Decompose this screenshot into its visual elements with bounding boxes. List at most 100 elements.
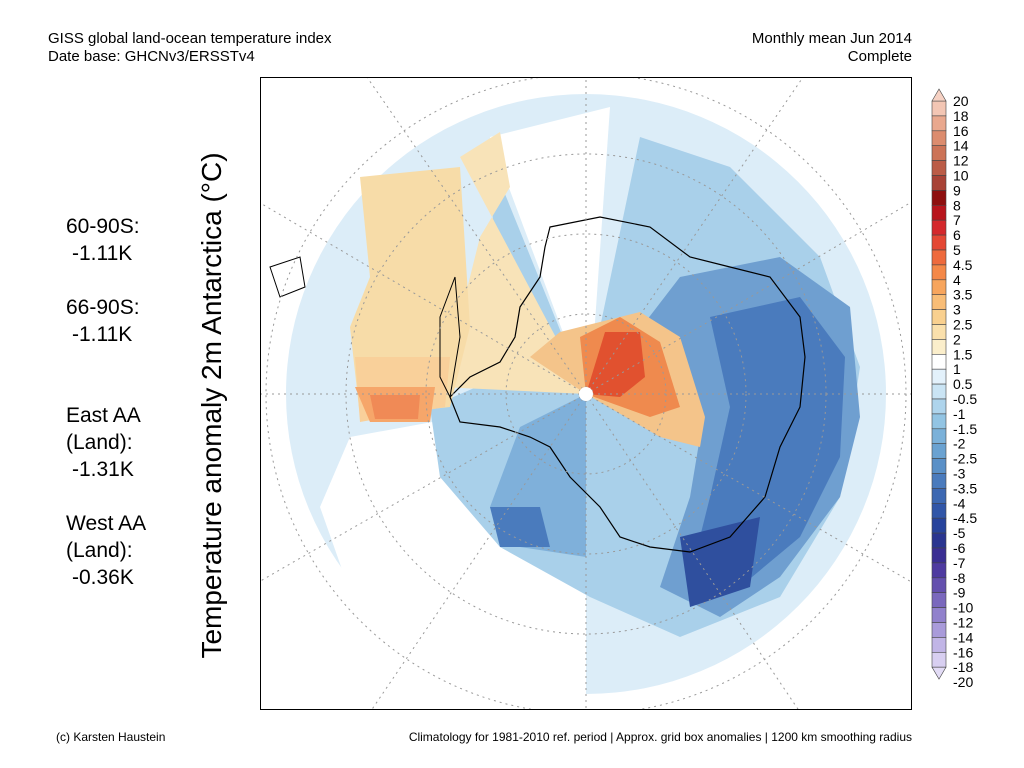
stat-value: -1.11K	[72, 242, 133, 265]
stat-region: 60-90S:	[66, 215, 140, 238]
stat-66-90s: 66-90S: -1.11K	[66, 294, 140, 348]
colorbar-label: 3	[953, 302, 961, 318]
colorbar-label: -7	[953, 555, 966, 571]
y-axis-label: Temperature anomaly 2m Antarctica (°C)	[196, 152, 227, 659]
colorbar-label: -0.5	[953, 391, 977, 407]
colorbar-label: 12	[953, 153, 969, 169]
south-pole-marker	[579, 387, 593, 401]
colorbar-label: -10	[953, 600, 973, 616]
colorbar-label: 16	[953, 123, 969, 139]
colorbar-swatch	[931, 145, 947, 161]
colorbar-swatch	[931, 264, 947, 281]
stat-60-90s: 60-90S: -1.11K	[66, 213, 140, 267]
colorbar-swatch	[931, 607, 947, 623]
warm-anomaly-core	[370, 395, 420, 419]
cold-anomaly-east	[690, 297, 845, 587]
cold-anomaly-core	[680, 517, 760, 607]
colorbar-label: 9	[953, 182, 961, 198]
colorbar-label: -16	[953, 644, 973, 660]
footnote-text: Climatology for 1981-2010 ref. period | …	[408, 730, 912, 744]
colorbar-label: 7	[953, 212, 961, 228]
colorbar-label: 14	[953, 138, 969, 154]
colorbar-label: 4.5	[953, 257, 973, 273]
header-left: GISS global land-ocean temperature index…	[48, 30, 332, 66]
stat-region: 66-90S:	[66, 296, 140, 319]
colorbar-label: -9	[953, 585, 966, 601]
colorbar-swatch	[931, 190, 947, 206]
colorbar-label: -6	[953, 540, 966, 556]
colorbar-swatch	[931, 353, 947, 370]
credit-text: (c) Karsten Haustein	[56, 730, 166, 744]
colorbar-swatch	[931, 637, 947, 653]
colorbar-label: -8	[953, 570, 966, 586]
colorbar-label: 5	[953, 242, 961, 258]
peninsula-coastline	[439, 276, 461, 399]
colorbar-swatch	[931, 398, 947, 415]
colorbar-swatch	[931, 622, 947, 638]
map-title: GISS global land-ocean temperature index	[48, 30, 332, 47]
colorbar-swatch	[931, 383, 947, 400]
colorbar-max-arrow	[931, 88, 947, 102]
colorbar: 201816141210987654.543.532.521.510.5-0.5…	[931, 88, 977, 690]
colorbar-swatch	[931, 205, 947, 221]
colorbar-label: 10	[953, 168, 969, 184]
colorbar-label: -5	[953, 525, 966, 541]
colorbar-label: 20	[953, 93, 969, 109]
cold-anomaly-west	[490, 507, 550, 547]
colorbar-label: -20	[953, 674, 973, 690]
stat-value: -0.36K	[72, 566, 134, 589]
map-frame	[260, 77, 912, 710]
colorbar-swatch	[931, 488, 947, 504]
colorbar-swatch	[931, 413, 947, 430]
colorbar-label: -2.5	[953, 451, 977, 467]
colorbar-swatch	[931, 249, 947, 266]
colorbar-min-arrow	[931, 666, 947, 680]
colorbar-swatch	[931, 651, 947, 668]
colorbar-label: 1.5	[953, 346, 973, 362]
colorbar-swatch	[931, 443, 947, 459]
colorbar-swatch	[931, 473, 947, 489]
colorbar-swatch	[931, 160, 947, 176]
colorbar-label: -3	[953, 466, 966, 482]
colorbar-label: -1	[953, 406, 966, 422]
antarctica-coastline	[449, 216, 806, 553]
colorbar-swatch	[931, 368, 947, 385]
period-label: Monthly mean Jun 2014	[751, 30, 912, 47]
colorbar-swatch	[931, 324, 947, 340]
database-label: Date base: GHCNv3/ERSSTv4	[48, 48, 255, 65]
colorbar-swatch	[931, 517, 947, 534]
colorbar-swatch	[931, 115, 947, 132]
colorbar-label: -2	[953, 436, 966, 452]
colorbar-swatch	[931, 428, 947, 444]
colorbar-label: 3.5	[953, 287, 973, 303]
stat-west-aa: West AA (Land): -0.36K	[66, 483, 146, 618]
colorbar-label: 0.5	[953, 376, 973, 392]
colorbar-swatch	[931, 219, 947, 236]
colorbar-swatch	[931, 130, 947, 146]
colorbar-label: -18	[953, 659, 973, 675]
colorbar-label: 1	[953, 361, 961, 377]
colorbar-swatch	[931, 175, 947, 191]
colorbar-label: 8	[953, 197, 961, 213]
colorbar-label: 6	[953, 227, 961, 243]
colorbar-swatch	[931, 562, 947, 579]
colorbar-label: 2	[953, 331, 961, 347]
colorbar-swatch	[931, 100, 947, 117]
stat-region: East AA (Land):	[66, 404, 141, 454]
colorbar-label: -3.5	[953, 480, 977, 496]
warm-anomaly-wedge-max	[586, 332, 645, 397]
colorbar-swatch	[931, 339, 947, 355]
colorbar-label: 4	[953, 272, 961, 288]
colorbar-label: 18	[953, 108, 969, 124]
colorbar-label: 2.5	[953, 317, 973, 333]
header-right: Monthly mean Jun 2014 Complete	[752, 30, 912, 66]
colorbar-label: -4.5	[953, 510, 977, 526]
status-label: Complete	[847, 48, 912, 65]
colorbar-swatch	[931, 458, 947, 474]
colorbar-swatch	[931, 547, 947, 564]
colorbar-swatch	[931, 592, 947, 608]
colorbar-label: -14	[953, 629, 973, 645]
colorbar-label: -1.5	[953, 421, 977, 437]
colorbar-swatch	[931, 532, 947, 549]
colorbar-swatch	[931, 502, 947, 519]
